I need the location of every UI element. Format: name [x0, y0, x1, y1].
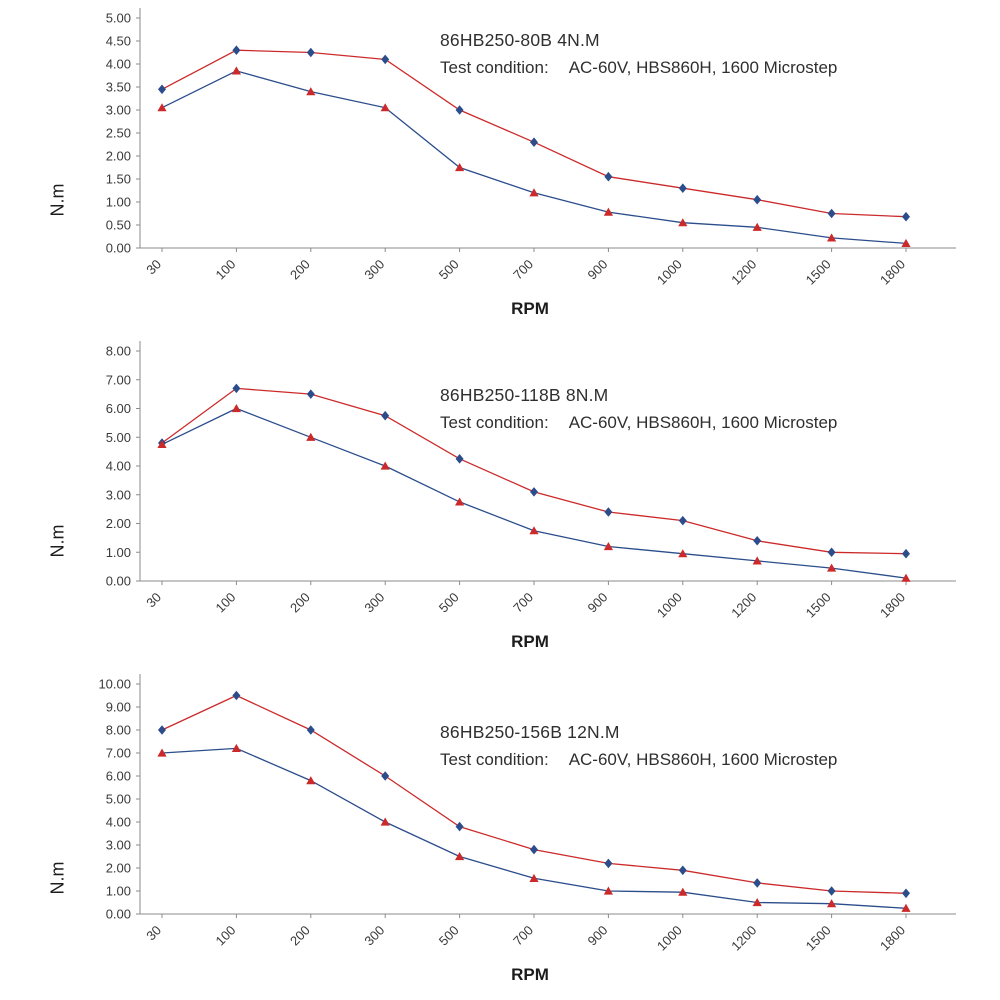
svg-text:1200: 1200 [728, 923, 759, 954]
test-condition-label: Test condition: [440, 58, 549, 77]
svg-text:200: 200 [287, 590, 313, 616]
svg-text:6.00: 6.00 [106, 401, 131, 416]
test-condition-value: AC-60V, HBS860H, 1600 Microstep [568, 58, 838, 77]
svg-text:100: 100 [213, 257, 239, 283]
svg-text:1800: 1800 [877, 923, 908, 954]
svg-text:900: 900 [585, 590, 611, 616]
svg-text:7.00: 7.00 [106, 372, 131, 387]
chart-title: 86HB250-156B 12N.M [440, 722, 620, 742]
svg-text:6.00: 6.00 [106, 769, 131, 784]
svg-text:0.00: 0.00 [106, 241, 131, 256]
svg-text:30: 30 [143, 590, 164, 611]
svg-text:4.00: 4.00 [106, 57, 131, 72]
chart-title: 86HB250-80B 4N.M [440, 30, 600, 50]
svg-text:1500: 1500 [803, 590, 834, 621]
svg-text:30: 30 [143, 923, 164, 944]
chart-block-86hb250-118b: 0.00 1.00 2.00 3.00 4.00 5.00 6.00 7.00 8.00 30 10… [0, 333, 1000, 666]
svg-text:900: 900 [585, 923, 611, 949]
svg-text:100: 100 [213, 923, 239, 949]
svg-text:1800: 1800 [877, 590, 908, 621]
svg-text:7.00: 7.00 [106, 746, 131, 761]
svg-text:1200: 1200 [728, 590, 759, 621]
svg-text:2.00: 2.00 [106, 149, 131, 164]
chart-test-condition: Test condition: AC-60V, HBS860H, 1600 Mic… [440, 58, 837, 78]
svg-text:1.00: 1.00 [106, 545, 131, 560]
svg-text:3.00: 3.00 [106, 103, 131, 118]
test-condition-label: Test condition: [440, 750, 549, 769]
y-axis-label: N.m [47, 524, 68, 558]
test-condition-label: Test condition: [440, 413, 549, 432]
svg-text:0.00: 0.00 [106, 907, 131, 922]
svg-text:1000: 1000 [654, 257, 685, 288]
svg-text:1500: 1500 [803, 257, 834, 288]
svg-text:300: 300 [361, 257, 387, 283]
svg-text:1.00: 1.00 [106, 195, 131, 210]
chart-test-condition: Test condition: AC-60V, HBS860H, 1600 Mic… [440, 750, 837, 770]
svg-text:500: 500 [436, 923, 462, 949]
svg-text:1000: 1000 [654, 923, 685, 954]
line-chart-86hb250-156b: 0.00 1.00 2.00 3.00 4.00 5.00 6.00 7.00 8.00 9.00… [98, 674, 956, 954]
svg-text:900: 900 [585, 257, 611, 283]
svg-text:4.00: 4.00 [106, 815, 131, 830]
svg-text:2.00: 2.00 [106, 516, 131, 531]
svg-text:30: 30 [143, 257, 164, 278]
svg-text:1.50: 1.50 [106, 172, 131, 187]
svg-text:4.50: 4.50 [106, 34, 131, 49]
svg-text:0.00: 0.00 [106, 574, 131, 589]
svg-text:8.00: 8.00 [106, 723, 131, 738]
svg-text:3.50: 3.50 [106, 80, 131, 95]
svg-text:200: 200 [287, 923, 313, 949]
y-axis-label: N.m [47, 861, 68, 895]
svg-text:5.00: 5.00 [106, 11, 131, 26]
svg-text:1000: 1000 [654, 590, 685, 621]
x-axis-label: RPM [511, 299, 549, 318]
y-axis-label: N.m [47, 183, 68, 217]
line-chart-86hb250-118b: 0.00 1.00 2.00 3.00 4.00 5.00 6.00 7.00 8.00 30 10… [106, 341, 956, 621]
svg-text:10.00: 10.00 [98, 677, 131, 692]
svg-text:2.00: 2.00 [106, 861, 131, 876]
svg-text:700: 700 [510, 590, 536, 616]
x-axis-label: RPM [511, 632, 549, 651]
svg-text:5.00: 5.00 [106, 792, 131, 807]
line-chart-86hb250-80b: 0.00 0.50 1.00 1.50 2.00 2.50 3.00 3.50 4.00 4.50… [106, 8, 956, 288]
svg-text:0.50: 0.50 [106, 218, 131, 233]
svg-text:300: 300 [361, 590, 387, 616]
svg-text:3.00: 3.00 [106, 838, 131, 853]
svg-text:100: 100 [213, 590, 239, 616]
svg-text:700: 700 [510, 257, 536, 283]
svg-text:9.00: 9.00 [106, 700, 131, 715]
svg-text:2.50: 2.50 [106, 126, 131, 141]
x-axis-label: RPM [511, 965, 549, 984]
test-condition-value: AC-60V, HBS860H, 1600 Microstep [568, 750, 838, 769]
chart-title: 86HB250-118B 8N.M [440, 385, 609, 405]
svg-text:700: 700 [510, 923, 536, 949]
svg-text:300: 300 [361, 923, 387, 949]
svg-text:500: 500 [436, 257, 462, 283]
svg-text:3.00: 3.00 [106, 487, 131, 502]
svg-text:1800: 1800 [877, 257, 908, 288]
svg-text:200: 200 [287, 257, 313, 283]
svg-text:500: 500 [436, 590, 462, 616]
chart-block-86hb250-156b: 0.00 1.00 2.00 3.00 4.00 5.00 6.00 7.00 8.00 9.00… [0, 666, 1000, 999]
svg-text:1200: 1200 [728, 257, 759, 288]
chart-test-condition: Test condition: AC-60V, HBS860H, 1600 Mic… [440, 413, 837, 433]
svg-text:8.00: 8.00 [106, 344, 131, 359]
svg-text:1.00: 1.00 [106, 884, 131, 899]
test-condition-value: AC-60V, HBS860H, 1600 Microstep [568, 413, 838, 432]
chart-block-86hb250-80b: 0.00 0.50 1.00 1.50 2.00 2.50 3.00 3.50 4.00 4.50… [0, 0, 1000, 333]
svg-text:4.00: 4.00 [106, 459, 131, 474]
svg-text:1500: 1500 [803, 923, 834, 954]
svg-text:5.00: 5.00 [106, 430, 131, 445]
